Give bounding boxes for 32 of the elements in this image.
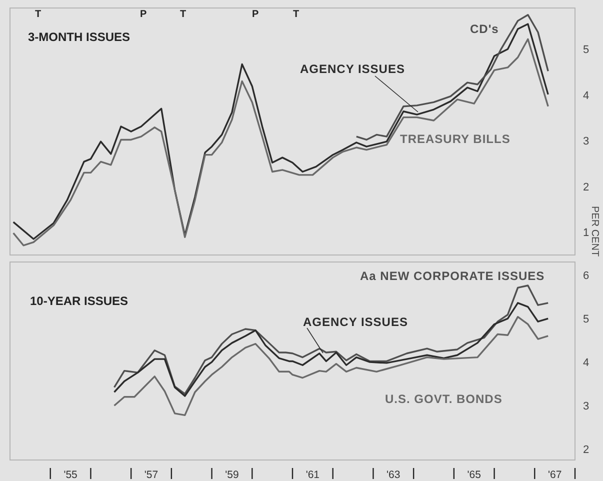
annotation: P <box>252 9 259 20</box>
y-tick-label: 2 <box>583 181 590 194</box>
x-tick-label: '57 <box>144 469 158 481</box>
series-label: CD's <box>470 22 499 36</box>
y-tick-label: 4 <box>583 90 590 102</box>
x-tick-label: '61 <box>306 469 320 481</box>
x-tick-label: '59 <box>225 469 239 481</box>
annotation: T <box>180 9 186 20</box>
series-label: Aa NEW CORPORATE ISSUES <box>360 269 545 283</box>
text: AGENCY ISSUES <box>303 315 408 329</box>
annotation: P <box>140 9 147 20</box>
y-tick-label: 2 <box>583 444 590 456</box>
y-tick-label: 3 <box>583 136 590 148</box>
x-tick-label: '67 <box>548 469 562 481</box>
annotation: T <box>293 9 300 20</box>
y-tick-label: 1 <box>583 227 590 240</box>
y-axis-title: PER CENT <box>589 206 600 257</box>
series-label: U.S. GOVT. BONDS <box>385 392 502 406</box>
line-series <box>113 316 549 416</box>
x-tick-label: '55 <box>64 469 78 481</box>
y-tick-label: 5 <box>583 44 590 56</box>
x-tick-label: '65 <box>467 469 482 481</box>
series-label: TREASURY BILLS <box>400 132 510 146</box>
annotation: T <box>35 9 42 20</box>
y-tick-label: 6 <box>583 270 590 282</box>
text: AGENCY ISSUES <box>300 62 405 76</box>
text: 3-MONTH ISSUES <box>28 30 130 44</box>
y-tick-label: 3 <box>583 400 590 413</box>
y-tick-label: 5 <box>583 313 590 326</box>
text: 10-YEAR ISSUES <box>30 294 128 308</box>
y-tick-label: 4 <box>583 356 590 369</box>
x-tick-label: '63 <box>386 469 400 481</box>
